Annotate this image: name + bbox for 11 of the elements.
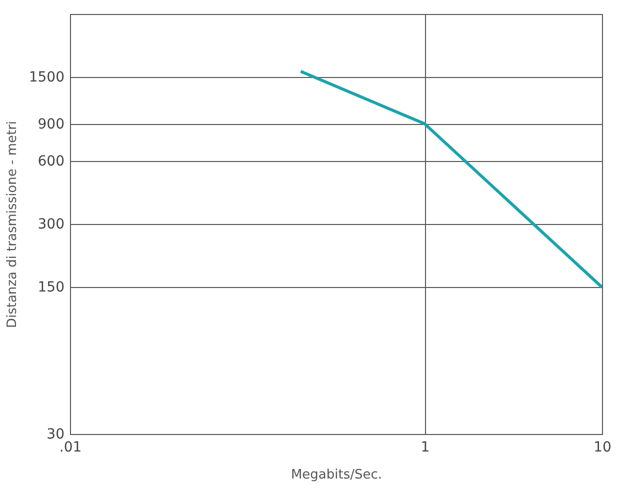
x-tick-label: .01 xyxy=(59,440,82,456)
x-tick-label: 1 xyxy=(420,440,430,456)
y-tick-label: 600 xyxy=(38,153,64,170)
y-tick-label: 1500 xyxy=(28,70,64,86)
y-tick-label: 150 xyxy=(38,280,64,296)
y-axis-title: Distanza di trasmissione - metri xyxy=(4,120,20,328)
y-tick-label: 30 xyxy=(46,426,64,442)
y-tick-label: 900 xyxy=(38,116,64,132)
x-tick-label: 10 xyxy=(594,440,612,456)
x-axis-title: Megabits/Sec. xyxy=(290,468,382,482)
y-tick-label: 300 xyxy=(38,216,64,232)
